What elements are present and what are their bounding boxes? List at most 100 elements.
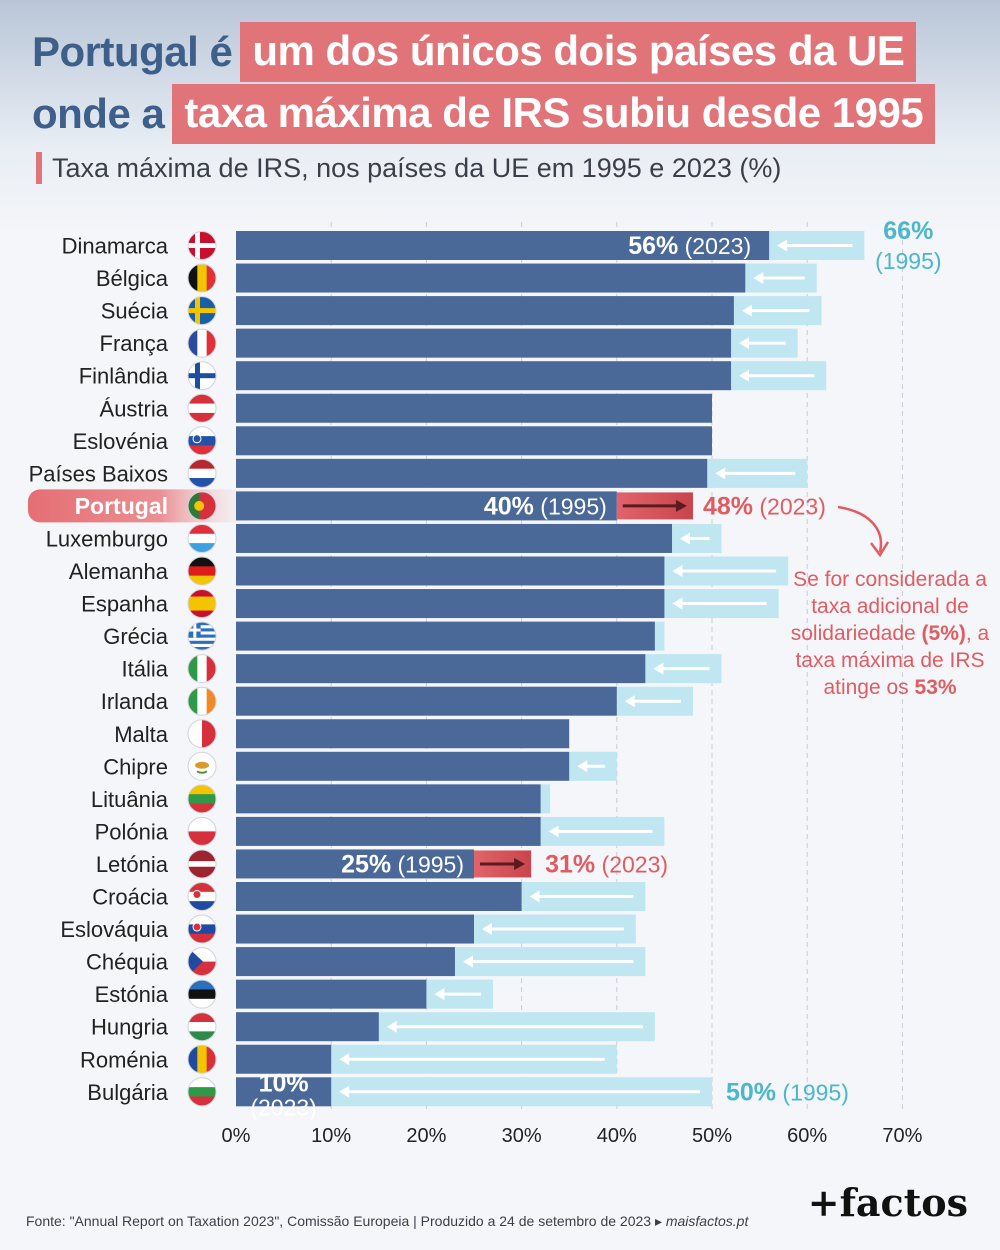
flag-stripe — [188, 933, 216, 944]
solidarity-note: Se for considerada a taxa adicional de s… — [790, 566, 990, 701]
decrease-arrowhead — [577, 760, 588, 773]
country-label-romenia: Roménia — [80, 1047, 169, 1072]
flag-suecia-icon — [187, 296, 217, 326]
flag-border — [187, 654, 217, 684]
flag-stripe — [188, 989, 216, 1000]
country-label-belgica: Bélgica — [96, 266, 169, 291]
flag-stripe — [206, 264, 216, 293]
decrease-arrowhead — [529, 890, 540, 903]
flag-fill — [188, 719, 216, 748]
bar-2023-chipre — [236, 751, 570, 781]
portugal-1995-label: 40% (1995) — [484, 492, 607, 520]
flag-finlandia-icon — [187, 361, 217, 391]
site-link[interactable]: maisfactos.pt — [665, 1213, 749, 1229]
country-label-eslovenia: Eslovénia — [73, 429, 169, 454]
flag-border — [187, 979, 217, 1009]
flag-stripe — [188, 980, 216, 990]
flag-fill — [188, 687, 216, 716]
flag-emblem — [192, 922, 202, 932]
flag-fill — [188, 947, 216, 976]
flag-stripe — [188, 557, 216, 567]
portugal-2023-label: 48% (2023) — [703, 492, 826, 520]
country-label-austria: Áustria — [100, 396, 169, 421]
bar-2023-espanha — [236, 589, 665, 619]
flag-emblem — [192, 434, 202, 444]
flag-stripe — [197, 654, 208, 683]
note-arrow — [837, 505, 883, 553]
note-text-1: Se for considerada a taxa adicional de s… — [790, 568, 987, 645]
flag-stripe — [188, 622, 216, 626]
flag-border — [187, 361, 217, 391]
bar-2023-belgica — [236, 263, 746, 293]
country-label-chequia: Chéquia — [86, 950, 169, 975]
country-label-portugal: Portugal — [75, 493, 168, 519]
flag-stripe — [188, 329, 198, 358]
flag-alemanha-icon — [187, 556, 217, 586]
decrease-arrowhead — [777, 239, 788, 252]
flag-fill — [188, 654, 216, 683]
flag-border — [187, 621, 217, 651]
flag-irlanda-icon — [187, 686, 217, 716]
flag-border — [187, 719, 217, 749]
country-label-bulgaria: Bulgária — [87, 1080, 168, 1105]
flag-stripe — [188, 915, 216, 925]
country-label-eslovaquia: Eslováquia — [60, 917, 168, 942]
bulgaria-2023-year: (2023) — [250, 1094, 316, 1120]
flag-stripe — [188, 566, 216, 577]
flag-austria-icon — [187, 393, 217, 423]
decrease-arrowhead — [462, 955, 473, 968]
source-footer: Fonte: "Annual Report on Taxation 2023",… — [26, 1213, 748, 1230]
flag-stripe — [188, 866, 216, 878]
country-label-lituania: Lituânia — [91, 787, 169, 812]
flag-stripe — [188, 543, 216, 553]
flag-border — [187, 393, 217, 423]
letonia-2023-label: 31% (2023) — [545, 850, 668, 878]
flag-fill — [188, 491, 216, 520]
flag-stripe — [188, 459, 216, 470]
bar-2023-paises-baixos — [236, 458, 708, 488]
country-label-dinamarca: Dinamarca — [62, 234, 169, 259]
flag-stripe — [188, 625, 216, 629]
flag-emblem — [196, 770, 208, 774]
flag-fill — [188, 329, 216, 358]
flag-stripe — [188, 891, 216, 902]
bar-2023-luxemburgo — [236, 523, 673, 553]
flag-stripe — [188, 640, 216, 645]
flag-border — [187, 296, 217, 326]
decrease-arrowhead — [672, 565, 683, 577]
flag-stripe — [188, 998, 216, 1009]
flag-fill — [188, 589, 216, 618]
flag-romenia-icon — [187, 1044, 217, 1074]
note-bold-2: 53% — [914, 676, 957, 699]
flag-stripe — [188, 589, 216, 598]
flag-stripe — [188, 394, 216, 405]
flag-stripe — [188, 719, 203, 748]
bar-2023-croacia — [236, 882, 522, 911]
flag-franca-icon — [187, 328, 217, 358]
decrease-arrowhead — [624, 695, 635, 708]
flag-croacia-icon — [187, 882, 217, 911]
chart-subtitle: Taxa máxima de IRS, nos países da UE em … — [36, 152, 781, 184]
flag-border — [187, 914, 217, 944]
bar-2023-portugal — [236, 491, 617, 521]
title-plain-1: Portugal é — [32, 28, 233, 75]
flag-stripe — [188, 901, 216, 911]
country-label-hungria: Hungria — [91, 1015, 169, 1040]
decrease-arrowhead — [741, 304, 752, 317]
x-tick-label: 10% — [311, 1125, 351, 1147]
bar-2023-estonia — [236, 979, 427, 1009]
country-label-grecia: Grécia — [103, 624, 169, 649]
flag-stripe — [188, 575, 216, 585]
country-label-estonia: Estónia — [95, 982, 169, 1007]
bar-2023-hungria — [236, 1012, 379, 1042]
increase-arrowhead — [675, 499, 687, 512]
title-line-1: Portugal é um dos únicos dois países da U… — [32, 22, 917, 82]
dinamarca-2023-label: 56% (2023) — [628, 232, 751, 260]
country-label-finlandia: Finlândia — [79, 364, 169, 389]
flag-border — [187, 849, 217, 879]
flag-stripe — [188, 803, 216, 813]
flag-emblem — [194, 500, 205, 511]
flag-stripe — [188, 491, 200, 520]
flag-stripe — [188, 861, 216, 868]
flag-luxemburgo-icon — [187, 523, 217, 553]
